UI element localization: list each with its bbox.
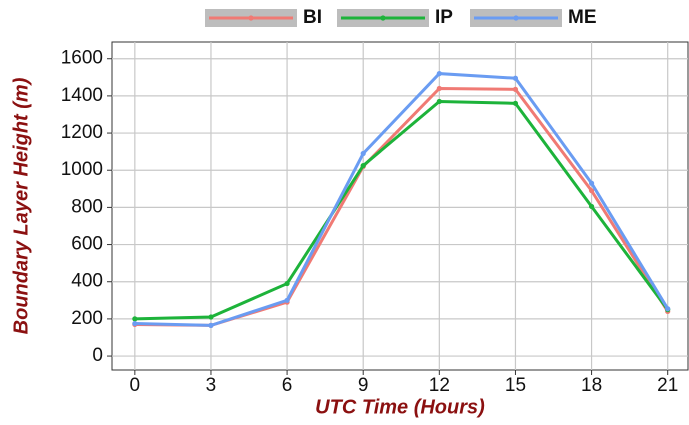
y-tick-label: 1200	[61, 122, 103, 143]
point	[512, 75, 519, 81]
legend-dot	[513, 15, 519, 21]
legend-label: ME	[568, 7, 597, 28]
y-tick-label: 1000	[61, 159, 103, 180]
x-tick-label: 18	[581, 375, 602, 396]
point	[512, 86, 519, 92]
y-tick-label: 400	[71, 271, 103, 292]
point	[436, 70, 442, 77]
y-tick-label: 800	[71, 196, 103, 217]
series-line	[134, 72, 669, 327]
x-axis-label: UTC Time (Hours)	[315, 396, 485, 418]
point	[436, 85, 442, 92]
point	[588, 203, 595, 210]
x-tick-label: 9	[358, 375, 369, 396]
x-tick-label: 12	[429, 375, 450, 396]
point	[208, 314, 214, 320]
legend-dot	[248, 15, 254, 21]
point	[284, 297, 290, 303]
y-tick-label: 1400	[61, 85, 103, 106]
point	[665, 306, 671, 312]
point	[588, 188, 595, 194]
series-line	[134, 99, 669, 321]
y-axis-label: Boundary Layer Height (m)	[10, 77, 32, 334]
legend-label: BI	[303, 7, 322, 28]
y-tick-label: 200	[71, 308, 103, 329]
y-tick-label: 600	[71, 234, 103, 255]
point	[436, 98, 442, 105]
point	[132, 320, 138, 327]
point	[512, 100, 519, 106]
point	[588, 180, 595, 186]
point	[208, 322, 214, 328]
point	[132, 316, 138, 322]
point	[360, 150, 366, 157]
x-tick-label: 0	[130, 375, 141, 396]
point	[284, 280, 290, 287]
x-tick-label: 21	[657, 375, 678, 396]
x-tick-label: 6	[282, 375, 293, 396]
point	[360, 162, 366, 169]
x-tick-label: 3	[206, 375, 217, 396]
y-tick-label: 1600	[61, 48, 103, 69]
x-tick-label: 15	[505, 375, 526, 396]
legend-label: IP	[435, 7, 453, 28]
y-tick-label: 0	[92, 345, 103, 366]
legend-dot	[380, 15, 386, 21]
